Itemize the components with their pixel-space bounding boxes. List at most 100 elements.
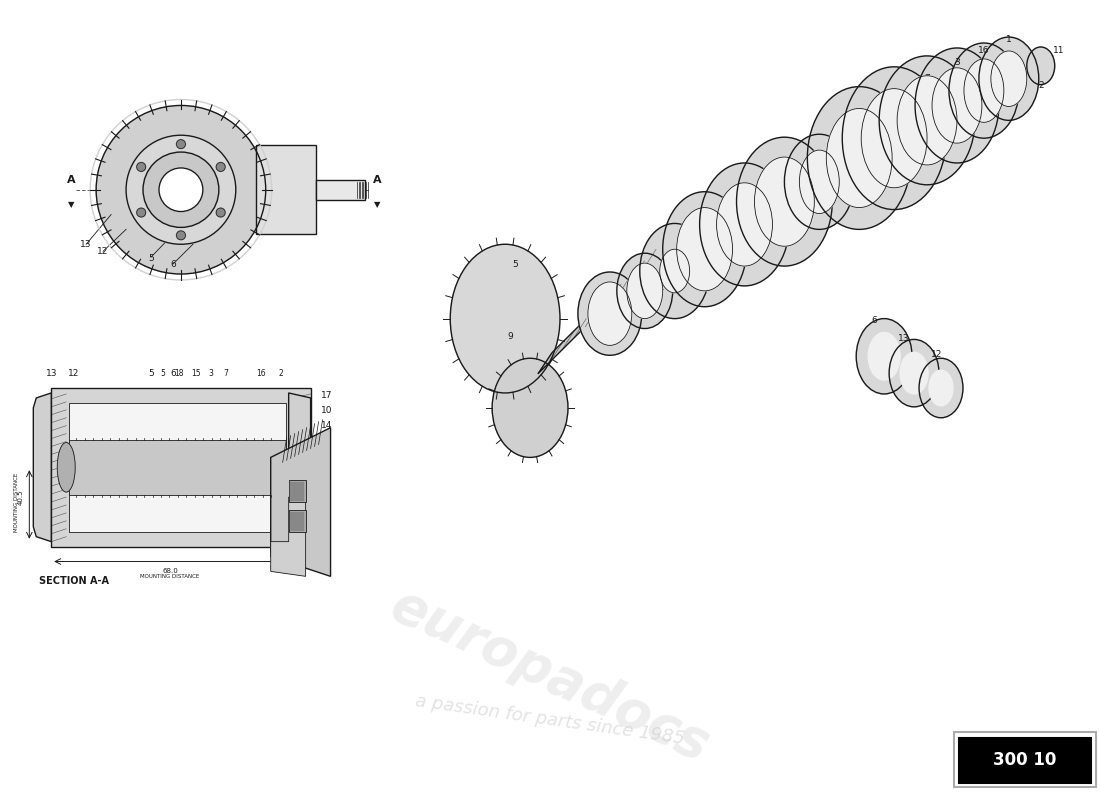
Text: 9: 9 bbox=[283, 542, 288, 550]
Ellipse shape bbox=[932, 68, 982, 143]
Text: 5: 5 bbox=[513, 259, 518, 269]
Text: europadocs: europadocs bbox=[383, 579, 717, 772]
Circle shape bbox=[217, 208, 226, 217]
Bar bbox=[297, 482, 299, 500]
Ellipse shape bbox=[676, 207, 733, 291]
Text: 5: 5 bbox=[592, 324, 597, 333]
Ellipse shape bbox=[900, 352, 928, 394]
Ellipse shape bbox=[755, 157, 814, 246]
Text: 18: 18 bbox=[174, 369, 184, 378]
Text: A: A bbox=[67, 175, 76, 185]
Text: 14: 14 bbox=[320, 421, 332, 430]
Text: 8: 8 bbox=[320, 446, 327, 454]
Text: 4: 4 bbox=[320, 485, 327, 494]
Text: 12: 12 bbox=[98, 247, 109, 256]
Text: 13: 13 bbox=[899, 334, 910, 343]
Text: 15: 15 bbox=[191, 369, 200, 378]
Ellipse shape bbox=[640, 223, 710, 318]
Ellipse shape bbox=[800, 150, 839, 214]
Text: 14: 14 bbox=[320, 466, 332, 474]
Ellipse shape bbox=[920, 358, 962, 418]
Polygon shape bbox=[52, 388, 310, 546]
Ellipse shape bbox=[868, 333, 900, 380]
Polygon shape bbox=[271, 428, 331, 576]
Ellipse shape bbox=[450, 244, 560, 393]
FancyBboxPatch shape bbox=[255, 145, 316, 234]
Bar bbox=[294, 512, 296, 530]
Text: 16: 16 bbox=[978, 46, 990, 55]
Ellipse shape bbox=[930, 370, 953, 406]
Text: 12: 12 bbox=[67, 369, 79, 378]
Circle shape bbox=[143, 152, 219, 227]
Ellipse shape bbox=[889, 339, 939, 407]
Text: 3: 3 bbox=[954, 58, 960, 67]
Text: SECTION A-A: SECTION A-A bbox=[40, 576, 109, 586]
Ellipse shape bbox=[784, 134, 855, 230]
Ellipse shape bbox=[700, 163, 790, 286]
Text: 9: 9 bbox=[507, 332, 513, 341]
Text: 3: 3 bbox=[208, 369, 213, 378]
Circle shape bbox=[136, 162, 145, 171]
FancyBboxPatch shape bbox=[959, 738, 1090, 782]
Text: 6: 6 bbox=[871, 316, 877, 325]
Text: 16: 16 bbox=[256, 369, 265, 378]
Bar bbox=[290, 512, 293, 530]
Text: 13: 13 bbox=[45, 369, 57, 378]
Text: MOUNTING DISTANCE: MOUNTING DISTANCE bbox=[14, 472, 20, 532]
Ellipse shape bbox=[898, 76, 957, 165]
Ellipse shape bbox=[662, 192, 747, 306]
FancyBboxPatch shape bbox=[316, 180, 365, 200]
Text: 10: 10 bbox=[320, 406, 332, 414]
Text: MOUNTING DISTANCE: MOUNTING DISTANCE bbox=[141, 574, 199, 579]
Text: 13: 13 bbox=[80, 240, 92, 250]
Bar bbox=[300, 512, 304, 530]
Ellipse shape bbox=[861, 89, 927, 188]
Text: 68.0: 68.0 bbox=[162, 569, 178, 574]
Bar bbox=[300, 482, 304, 500]
Text: ▼: ▼ bbox=[68, 200, 75, 209]
Bar bbox=[297, 512, 299, 530]
Text: 300 10: 300 10 bbox=[993, 750, 1056, 769]
Text: 18: 18 bbox=[854, 111, 865, 120]
Text: 2: 2 bbox=[1038, 81, 1044, 90]
Text: 1: 1 bbox=[1006, 34, 1012, 43]
Ellipse shape bbox=[826, 109, 892, 207]
Circle shape bbox=[136, 208, 145, 217]
Text: 15: 15 bbox=[889, 91, 900, 100]
Polygon shape bbox=[538, 249, 657, 374]
Ellipse shape bbox=[660, 250, 690, 293]
Circle shape bbox=[160, 168, 202, 211]
Text: 10: 10 bbox=[729, 235, 740, 244]
Text: 7: 7 bbox=[924, 74, 930, 83]
Text: 12: 12 bbox=[932, 350, 943, 358]
Circle shape bbox=[126, 135, 235, 244]
Circle shape bbox=[176, 231, 186, 240]
Circle shape bbox=[176, 140, 186, 149]
Ellipse shape bbox=[991, 51, 1026, 106]
Text: 5: 5 bbox=[148, 369, 154, 378]
Circle shape bbox=[217, 162, 226, 171]
Ellipse shape bbox=[587, 282, 631, 346]
Text: 17: 17 bbox=[689, 257, 701, 266]
Ellipse shape bbox=[578, 272, 641, 355]
Text: 9: 9 bbox=[288, 544, 294, 553]
Bar bbox=[290, 482, 293, 500]
Text: 6: 6 bbox=[170, 260, 176, 269]
Ellipse shape bbox=[492, 358, 568, 458]
Text: 14: 14 bbox=[654, 284, 666, 294]
Ellipse shape bbox=[949, 43, 1019, 138]
Text: 14: 14 bbox=[804, 193, 815, 202]
Polygon shape bbox=[271, 497, 306, 576]
Text: ▼: ▼ bbox=[374, 200, 381, 209]
Ellipse shape bbox=[964, 59, 1004, 122]
Text: 2: 2 bbox=[278, 369, 283, 378]
Text: A: A bbox=[373, 175, 382, 185]
Circle shape bbox=[96, 106, 266, 274]
Ellipse shape bbox=[915, 48, 999, 163]
Text: a passion for parts since 1985: a passion for parts since 1985 bbox=[414, 692, 686, 748]
FancyBboxPatch shape bbox=[69, 439, 286, 495]
Ellipse shape bbox=[807, 86, 911, 230]
Text: 5: 5 bbox=[161, 369, 165, 378]
FancyBboxPatch shape bbox=[288, 480, 306, 502]
Text: 7: 7 bbox=[223, 369, 229, 378]
